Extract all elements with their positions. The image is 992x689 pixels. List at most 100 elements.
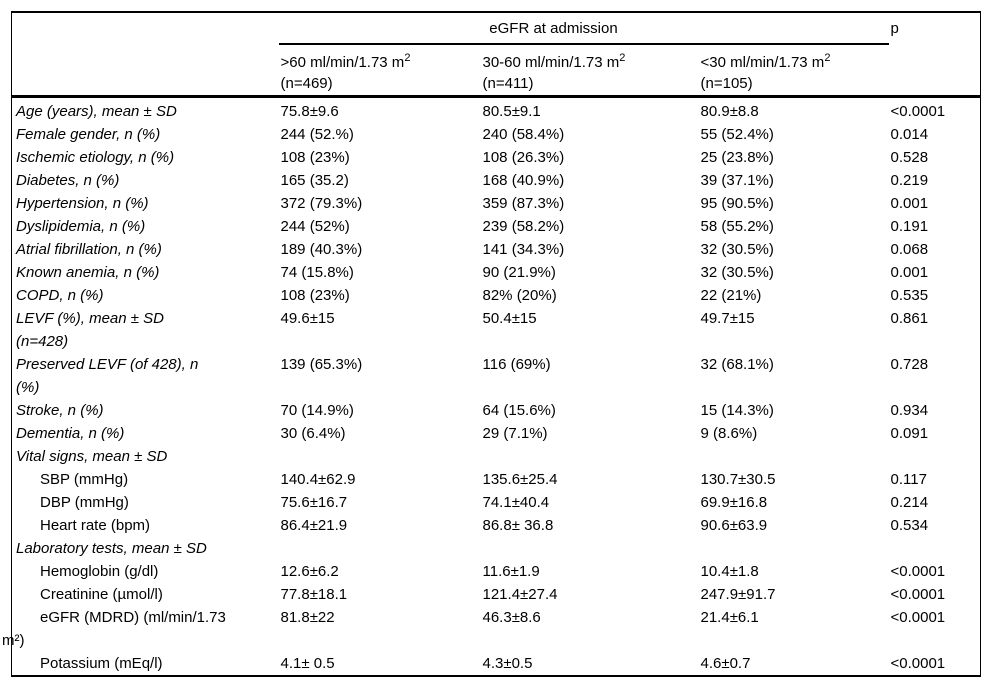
row-label-cell: Hypertension, n (%) xyxy=(12,192,279,215)
table-row: Dyslipidemia, n (%) 244 (52%) 239 (58.2%) 5… xyxy=(12,215,981,238)
value-cell: 121.4±27.4 xyxy=(482,586,558,603)
value-cell: 247.9±91.7 xyxy=(700,586,776,603)
value-cell: 4.3±0.5 xyxy=(482,655,533,672)
p-value-cell: 0.091 xyxy=(890,425,929,442)
value-cell: 11.6±1.9 xyxy=(482,563,540,580)
table-row: Atrial fibrillation, n (%) 189 (40.3%) 141… xyxy=(12,238,981,261)
value-cell: 58 (55.2%) xyxy=(700,218,774,235)
value-cell: 108 (26.3%) xyxy=(482,149,565,166)
row-label: Potassium (mEq/l) xyxy=(40,655,163,672)
value-cell: 139 (65.3%) xyxy=(280,356,363,373)
value-cell: 81.8±22 xyxy=(280,609,335,626)
value-cell: 32 (30.5%) xyxy=(700,264,774,281)
row-label: Hypertension, n (%) xyxy=(16,195,149,212)
p-value-cell: <0.0001 xyxy=(890,655,946,672)
p-value-cell: <0.0001 xyxy=(890,609,946,626)
value-cell: 39 (37.1%) xyxy=(700,172,774,189)
row-label-cell: DBP (mmHg) xyxy=(12,491,279,514)
superscript-2: 2 xyxy=(619,52,626,64)
value-cell: 165 (35.2) xyxy=(280,172,349,189)
row-label: LEVF (%), mean ± SD (n=428) xyxy=(16,310,165,350)
subheader-row: >60 ml/min/1.73 m2 (n=469) 30-60 ml/min/1… xyxy=(11,44,981,98)
column-header-lt30: <30 ml/min/1.73 m2 (n=105) xyxy=(698,44,889,98)
row-label: Diabetes, n (%) xyxy=(16,172,120,189)
value-cell: 90 (21.9%) xyxy=(482,264,556,281)
row-label: Hemoglobin (g/dl) xyxy=(40,563,159,580)
table-row: SBP (mmHg) 140.4±62.9 135.6±25.4 130.7±30.5… xyxy=(12,468,981,491)
value-cell: 77.8±18.1 xyxy=(280,586,348,603)
p-value-cell: 0.934 xyxy=(890,402,929,419)
value-cell: 49.7±15 xyxy=(700,310,755,327)
value-cell: 74 (15.8%) xyxy=(280,264,354,281)
table-row: LEVF (%), mean ± SD (n=428) 49.6±15 50.4±1… xyxy=(12,307,981,353)
row-label-cell: Ischemic etiology, n (%) xyxy=(12,146,279,169)
column-group-header: eGFR at admission xyxy=(278,12,889,45)
table-row: Laboratory tests, mean ± SD xyxy=(12,537,981,560)
p-value-cell: 0.117 xyxy=(890,471,927,488)
egfr-admission-table: eGFR at admission p >60 ml/min/1.73 m2 (n… xyxy=(2,11,981,677)
value-cell: 4.6±0.7 xyxy=(700,655,751,672)
value-cell xyxy=(699,445,889,468)
row-label-cell: SBP (mmHg) xyxy=(12,468,279,491)
row-label: Atrial fibrillation, n (%) xyxy=(16,241,162,258)
value-cell: 90.6±63.9 xyxy=(700,517,768,534)
row-label-cell: Age (years), mean ± SD xyxy=(12,97,279,124)
column-header-gt60: >60 ml/min/1.73 m2 (n=469) xyxy=(278,44,481,98)
p-value-cell: 0.535 xyxy=(890,287,929,304)
row-label: COPD, n (%) xyxy=(16,287,104,304)
p-value-cell: 0.191 xyxy=(890,218,929,235)
value-cell: 80.9±8.8 xyxy=(700,103,759,120)
value-cell: 75.8±9.6 xyxy=(280,103,339,120)
value-cell: 55 (52.4%) xyxy=(700,126,774,143)
value-cell: 86.4±21.9 xyxy=(280,517,348,534)
value-cell: 46.3±8.6 xyxy=(482,609,541,626)
column-n-label: (n=105) xyxy=(700,75,753,92)
row-label-cell: COPD, n (%) xyxy=(12,284,279,307)
row-label: SBP (mmHg) xyxy=(40,471,129,488)
value-cell xyxy=(481,537,699,560)
value-cell: 74.1±40.4 xyxy=(482,494,550,511)
row-label-cell: Dementia, n (%) xyxy=(12,422,279,445)
column-range-label: 30-60 ml/min/1.73 m xyxy=(482,54,620,71)
table-row: Female gender, n (%) 244 (52.%) 240 (58.4%… xyxy=(12,123,981,146)
value-cell: 69.9±16.8 xyxy=(700,494,768,511)
value-cell: 75.6±16.7 xyxy=(280,494,348,511)
value-cell: 244 (52%) xyxy=(280,218,350,235)
row-label: Stroke, n (%) xyxy=(16,402,104,419)
value-cell: 9 (8.6%) xyxy=(700,425,758,442)
value-cell xyxy=(279,445,481,468)
column-range-label: >60 ml/min/1.73 m xyxy=(280,54,405,71)
table-row: Diabetes, n (%) 165 (35.2) 168 (40.9%) 39 (… xyxy=(12,169,981,192)
value-cell: 32 (30.5%) xyxy=(700,241,774,258)
row-label-cell: Dyslipidemia, n (%) xyxy=(12,215,279,238)
p-value-cell: 0.214 xyxy=(890,494,929,511)
p-value-cell: <0.0001 xyxy=(890,586,946,603)
empty-header-cell xyxy=(11,44,279,98)
empty-header-cell xyxy=(12,12,279,44)
column-header-30-60: 30-60 ml/min/1.73 m2 (n=411) xyxy=(480,44,699,98)
p-value-cell xyxy=(889,537,981,560)
superscript-2: 2 xyxy=(824,52,831,64)
table-row: Heart rate (bpm) 86.4±21.9 86.8± 36.8 90.6±… xyxy=(12,514,981,537)
value-cell xyxy=(279,537,481,560)
value-cell: 15 (14.3%) xyxy=(700,402,774,419)
value-cell: 130.7±30.5 xyxy=(700,471,776,488)
p-value-cell: 0.014 xyxy=(890,126,929,143)
table-row: COPD, n (%) 108 (23%) 82% (20%) 22 (21%) 0.5… xyxy=(12,284,981,307)
value-cell: 108 (23%) xyxy=(280,149,350,166)
row-label-cell: Female gender, n (%) xyxy=(12,123,279,146)
row-label: eGFR (MDRD) (ml/min/1.73 m²) xyxy=(2,609,226,649)
column-n-label: (n=411) xyxy=(482,75,534,92)
value-cell xyxy=(481,445,699,468)
table-row: Hypertension, n (%) 372 (79.3%) 359 (87.3%… xyxy=(12,192,981,215)
row-label: Laboratory tests, mean ± SD xyxy=(16,540,207,557)
value-cell: 30 (6.4%) xyxy=(280,425,346,442)
value-cell: 372 (79.3%) xyxy=(280,195,363,212)
table-row: eGFR (MDRD) (ml/min/1.73 m²) 81.8±22 46.3±… xyxy=(2,606,981,652)
row-label-cell: Stroke, n (%) xyxy=(12,399,279,422)
value-cell: 240 (58.4%) xyxy=(482,126,565,143)
row-label: Dementia, n (%) xyxy=(16,425,125,442)
value-cell: 49.6±15 xyxy=(280,310,335,327)
value-cell: 10.4±1.8 xyxy=(700,563,759,580)
row-label-cell: Potassium (mEq/l) xyxy=(12,652,279,676)
